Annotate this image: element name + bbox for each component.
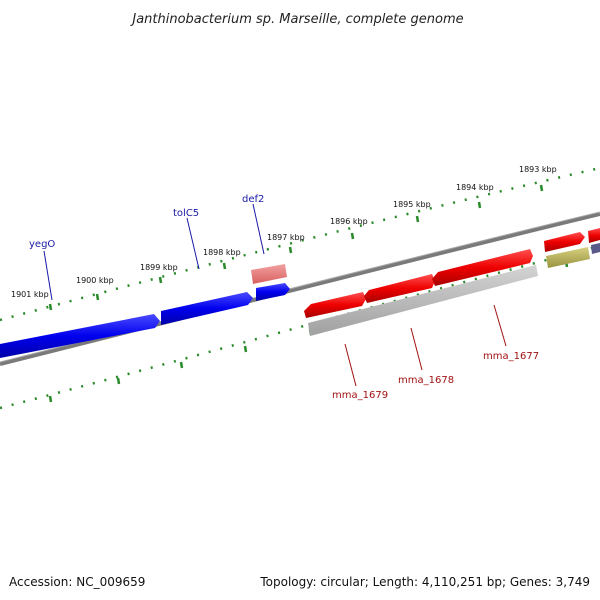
gene-arrow-def2[interactable] — [256, 283, 290, 301]
forward-gene-labels: yegO tolC5 def2 — [29, 194, 264, 250]
accession-text: Accession: NC_009659 — [9, 575, 145, 589]
gene-arrow-mma-1677[interactable] — [432, 249, 533, 286]
reverse-genes — [304, 249, 538, 336]
gene-label-mma-1678[interactable]: mma_1678 — [398, 375, 454, 386]
kbp-major-ticks — [48, 184, 544, 311]
kbp-label: 1895 kbp — [393, 200, 431, 209]
kbp-label: 1899 kbp — [140, 263, 178, 272]
gene-arrow-right-edge[interactable] — [544, 232, 585, 252]
kbp-label: 1893 kbp — [519, 165, 557, 174]
gene-arrow-yego[interactable] — [0, 314, 160, 358]
outer-tick-ring — [0, 166, 600, 322]
gene-arrow-edge-red[interactable] — [588, 228, 600, 243]
kbp-label: 1896 kbp — [330, 217, 368, 226]
kbp-label: 1897 kbp — [267, 233, 305, 242]
edge-feature-slate[interactable] — [591, 243, 600, 254]
gene-label-mma-1677[interactable]: mma_1677 — [483, 351, 539, 362]
kbp-labels: 1901 kbp 1900 kbp 1899 kbp 1898 kbp 1897… — [11, 165, 557, 299]
kbp-label: 1900 kbp — [76, 276, 114, 285]
gene-label-tolc5[interactable]: tolC5 — [173, 208, 199, 219]
reverse-gene-labels: mma_1679 mma_1678 mma_1677 — [332, 351, 539, 401]
rna-feature[interactable] — [251, 264, 287, 284]
gene-arrow-mma-1678[interactable] — [364, 274, 435, 303]
forward-genes — [0, 228, 600, 358]
gene-label-yego[interactable]: yegO — [29, 239, 55, 250]
gray-feature[interactable] — [308, 265, 538, 336]
kbp-label: 1898 kbp — [203, 248, 241, 257]
topology-summary-text: Topology: circular; Length: 4,110,251 bp… — [259, 575, 590, 589]
gene-label-def2[interactable]: def2 — [242, 194, 264, 205]
forward-leaders — [43, 203, 265, 301]
gene-arrow-mma-1679[interactable] — [304, 292, 366, 318]
olive-feature[interactable] — [546, 247, 590, 268]
genome-backbone — [0, 212, 600, 366]
gene-label-mma-1679[interactable]: mma_1679 — [332, 390, 388, 401]
kbp-label: 1901 kbp — [11, 290, 49, 299]
map-title: Janthinobacterium sp. Marseille, complet… — [129, 12, 463, 27]
kbp-label: 1894 kbp — [456, 183, 494, 192]
gene-arrow-tolc5[interactable] — [161, 292, 253, 325]
reverse-leaders — [344, 304, 507, 387]
